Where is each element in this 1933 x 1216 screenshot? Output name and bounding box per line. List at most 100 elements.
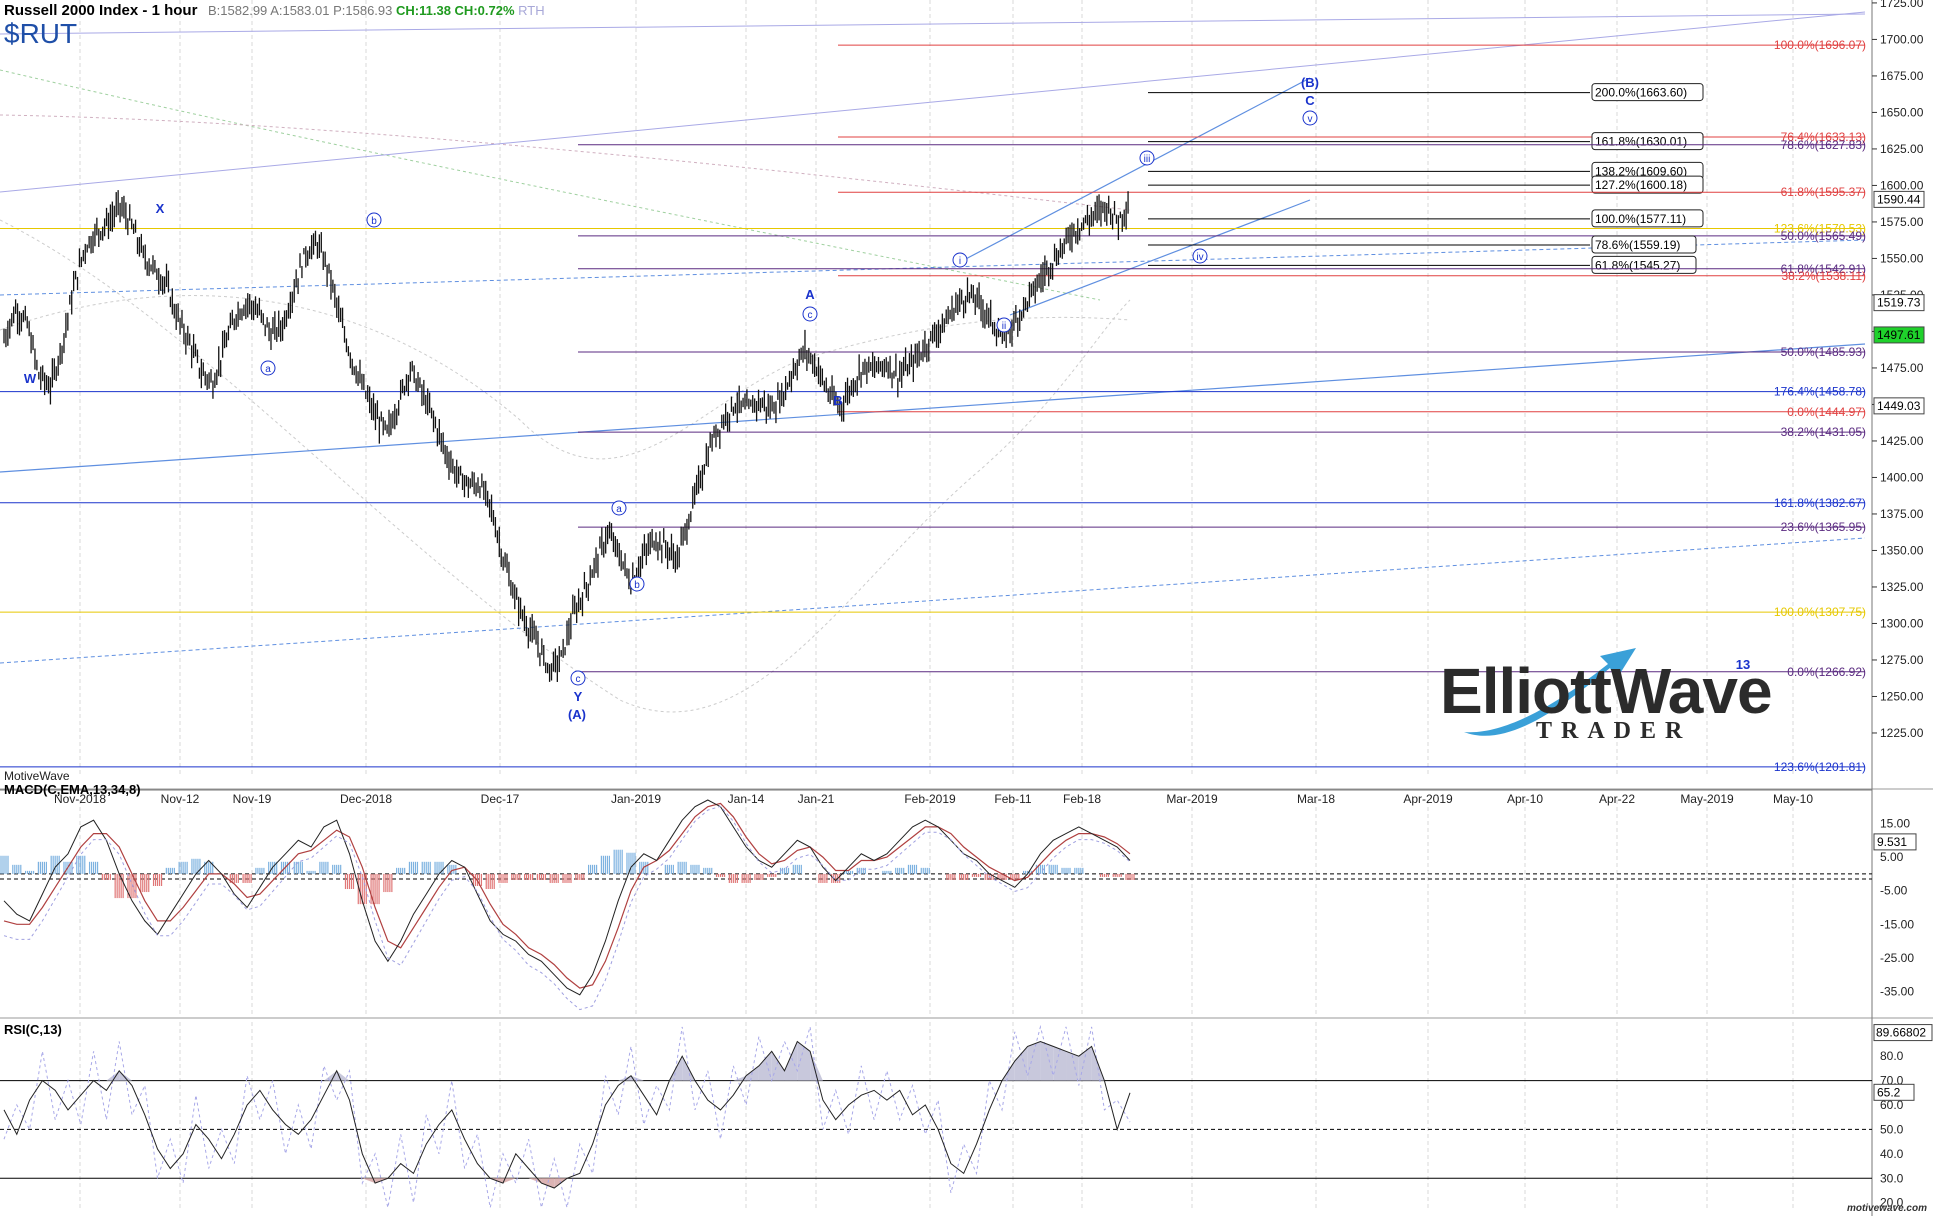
rsi-overbought-fill (758, 1051, 772, 1081)
x-tick-label: Apr-10 (1507, 792, 1543, 806)
footer-label: MotiveWave (4, 769, 70, 783)
fib-level-label: 100.0%(1696.07) (1774, 38, 1866, 52)
y-tick-label: -5.00 (1880, 884, 1908, 898)
wave-label: B (833, 393, 842, 408)
y-tick-label: 1300.00 (1880, 616, 1924, 630)
y-tick-label: -25.00 (1880, 951, 1914, 965)
y-tick-label: 1375.00 (1880, 507, 1924, 521)
wave-label: W (24, 371, 37, 386)
wave-label: ii (1002, 321, 1006, 332)
rsi-current-value: 65.2 (1877, 1085, 1901, 1099)
price-tag (1873, 190, 1925, 208)
y-tick-label: 20.0 (1880, 1196, 1904, 1210)
logo-sub-text: TRADER (1536, 718, 1692, 744)
price-tag (1873, 397, 1925, 415)
fib-level-label: 0.0%(1266.92) (1787, 665, 1866, 679)
x-tick-label: Feb-11 (994, 792, 1031, 806)
rsi-overbought-fill (771, 1051, 785, 1081)
rsi-overbought-fill (810, 1051, 823, 1081)
rsi-overbought-fill (1040, 1041, 1054, 1081)
y-tick-label: 1725.00 (1880, 0, 1924, 10)
x-tick-label: Nov-19 (233, 792, 272, 806)
rsi-overbought-fill (784, 1041, 798, 1081)
fib-label-box (1591, 235, 1697, 254)
change-pct-value: CH:0.72% (454, 3, 515, 18)
trend-line (0, 11, 1866, 193)
wave-label: Y (574, 689, 583, 704)
x-tick-label: Mar-18 (1297, 792, 1335, 806)
price-tag-label: 1497.61 (1877, 328, 1921, 342)
x-tick-label: Dec-17 (481, 792, 520, 806)
price-tag (1873, 1083, 1915, 1101)
y-tick-label: 1325.00 (1880, 580, 1924, 594)
wave-label: A (805, 287, 815, 302)
price-value: P:1586.93 (333, 3, 393, 18)
rsi-overbought-fill (733, 1075, 747, 1081)
fib-level-label: 200.0%(1663.60) (1595, 86, 1687, 100)
fib-level-label: 61.8%(1545.27) (1595, 258, 1680, 272)
price-tag (1873, 294, 1925, 312)
y-tick-label: 60.0 (1880, 1098, 1904, 1112)
x-tick-label: Jan-2019 (611, 792, 661, 806)
ask-value: A:1583.01 (270, 3, 330, 18)
wave-label: iv (1196, 252, 1203, 263)
y-tick-label: 1225.00 (1880, 726, 1924, 740)
trend-line (0, 343, 1866, 473)
price-tag-label: 1449.03 (1877, 399, 1921, 413)
bollinger-band-line (0, 219, 1131, 713)
trend-line (0, 13, 1866, 35)
fib-level-label: 123.6%(1201.81) (1774, 760, 1866, 774)
macd-band-line (3, 805, 1131, 1011)
x-tick-label: May-10 (1773, 792, 1813, 806)
x-tick-label: Feb-18 (1063, 792, 1101, 806)
rsi-overbought-fill (106, 1070, 120, 1081)
wave-label: c (576, 674, 581, 685)
fib-level-label: 23.6%(1365.95) (1781, 520, 1866, 534)
session-label: RTH (518, 3, 545, 18)
fib-level-label: 76.4%(1633.13) (1781, 130, 1866, 144)
trend-line (0, 239, 1866, 296)
y-tick-label: -15.00 (1880, 917, 1914, 931)
fib-level-label: 61.8%(1542.91) (1781, 262, 1866, 276)
fib-level-label: 161.8%(1630.01) (1595, 135, 1687, 149)
trend-line (959, 77, 1311, 263)
fib-level-label: 123.6%(1570.53) (1774, 221, 1866, 235)
wave-label-circle (1302, 110, 1318, 126)
rsi-pane-title: RSI(C,13) (4, 1022, 62, 1037)
x-tick-label: Jan-14 (728, 792, 765, 806)
rsi-overbought-fill (630, 1075, 644, 1081)
price-tag (1873, 1024, 1933, 1042)
y-tick-label: 40.0 (1880, 1147, 1904, 1161)
wave-label: 13 (1736, 657, 1750, 672)
macd-current-value: 9.531 (1877, 835, 1907, 849)
wave-label: iii (1144, 154, 1151, 165)
y-tick-label: 1350.00 (1880, 543, 1924, 557)
y-tick-label: 1425.00 (1880, 434, 1924, 448)
price-tag (1873, 326, 1925, 344)
price-tag-label: 1590.44 (1877, 192, 1921, 206)
y-tick-label: 1675.00 (1880, 69, 1924, 83)
y-tick-label: 1600.00 (1880, 178, 1924, 192)
fib-level-label: 38.2%(1431.05) (1781, 425, 1866, 439)
rsi-oversold-fill (541, 1178, 555, 1189)
chart-title: Russell 2000 Index - 1 hour (4, 2, 198, 19)
logo-swoosh-icon (1464, 648, 1636, 736)
fib-level-label: 176.4%(1458.78) (1774, 385, 1866, 399)
fib-level-label: 50.0%(1565.49) (1781, 229, 1866, 243)
x-tick-label: Mar-2019 (1166, 792, 1218, 806)
rsi-line (3, 1040, 1131, 1189)
wave-label: i (959, 256, 961, 267)
y-tick-label: 1575.00 (1880, 215, 1924, 229)
rsi-overbought-fill (797, 1041, 811, 1081)
change-value: CH:11.38 (396, 3, 451, 18)
y-tick-label: 1625.00 (1880, 142, 1924, 156)
x-tick-label: Nov-12 (161, 792, 200, 806)
x-tick-label: Feb-2019 (904, 792, 956, 806)
wave-label-circle (611, 500, 627, 516)
fib-level-label: 50.0%(1485.93) (1781, 345, 1866, 359)
y-tick-label: 1400.00 (1880, 470, 1924, 484)
macd-signal-line (3, 802, 1131, 989)
moving-average-line (0, 114, 1131, 211)
x-tick-label: May-2019 (1680, 792, 1734, 806)
